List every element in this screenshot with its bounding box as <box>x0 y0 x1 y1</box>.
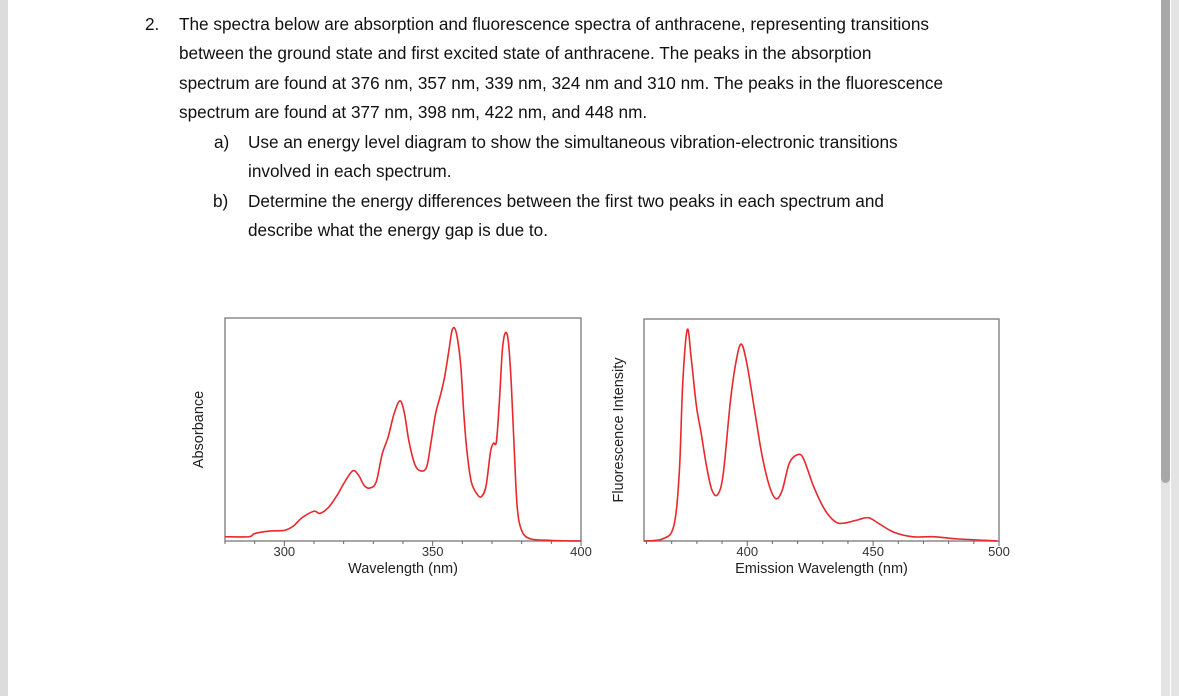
spectrum-curve <box>643 328 998 542</box>
part-b-text: Determine the energy differences between… <box>248 191 884 211</box>
left-page-gutter <box>0 0 8 696</box>
question-number: 2. <box>145 14 160 34</box>
absorption-chart: 300 350 400 Wavelength (nm) Absorbance <box>191 317 592 577</box>
scrollbar-thumb[interactable] <box>1161 0 1170 483</box>
x-tick-label: 450 <box>862 544 884 559</box>
part-a-text: involved in each spectrum. <box>248 161 452 181</box>
part-a-text: Use an energy level diagram to show the … <box>248 132 898 152</box>
plot-frame <box>643 318 1000 542</box>
x-tick-label: 350 <box>422 544 444 559</box>
question-text-line: The spectra below are absorption and flu… <box>179 14 930 34</box>
question-text-line: between the ground state and first excit… <box>179 43 872 63</box>
x-tick-label: 400 <box>736 544 758 559</box>
part-a-label: a) <box>214 132 230 152</box>
x-axis-title: Wavelength (nm) <box>348 561 458 577</box>
x-tick-label: 300 <box>273 544 295 559</box>
part-b-label: b) <box>213 191 229 211</box>
question-text-line: spectrum are found at 377 nm, 398 nm, 42… <box>179 102 648 122</box>
x-tick-label: 500 <box>988 544 1010 559</box>
plot-frame <box>224 317 582 542</box>
x-tick-label: 400 <box>570 544 592 559</box>
question-text-line: spectrum are found at 376 nm, 357 nm, 33… <box>179 73 944 93</box>
scrollbar-divider <box>1170 0 1171 696</box>
fluorescence-chart: 400 450 500 Emission Wavelength (nm) Fluores… <box>611 318 1010 577</box>
y-axis-title: Absorbance <box>191 391 207 468</box>
part-b-text: describe what the energy gap is due to. <box>248 220 549 240</box>
x-axis-title: Emission Wavelength (nm) <box>735 561 908 577</box>
spectrum-curve <box>224 326 582 542</box>
y-axis-title: Fluorescence Intensity <box>611 357 627 503</box>
